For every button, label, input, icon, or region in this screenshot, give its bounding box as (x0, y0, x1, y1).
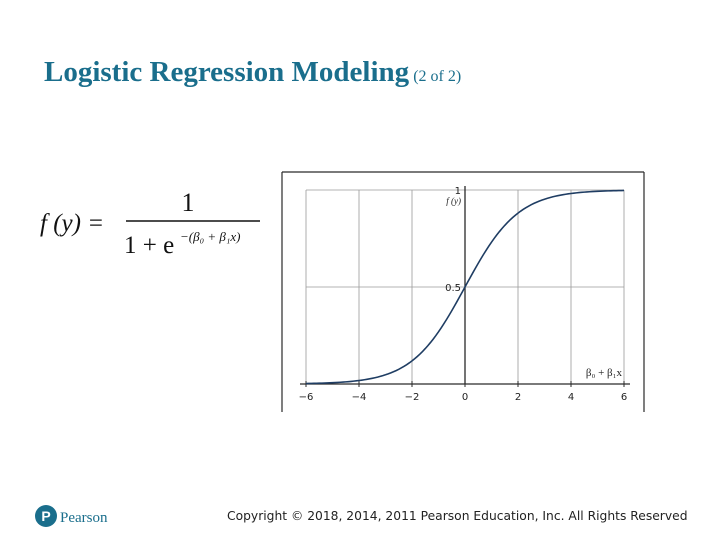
formula-exponent: −(β₀ + β₁x) (180, 229, 240, 244)
chart-x-tick-label: 2 (515, 392, 521, 403)
logistic-chart: −6 −4 −2 0 2 4 6 1 0.5 f (y) β₀ + β₁x (281, 171, 645, 412)
chart-x-tick-label: 4 (568, 392, 574, 403)
formula-numerator: 1 (182, 188, 195, 217)
chart-y-tick-label: 1 (455, 186, 461, 197)
chart-axes (300, 186, 630, 387)
chart-x-tick-label: −2 (405, 392, 420, 403)
chart-x-tick-label: −4 (352, 392, 367, 403)
formula-denominator: 1 + e (124, 232, 174, 259)
pearson-logo-letter: P (41, 508, 50, 524)
slide-title: Logistic Regression Modeling (2 of 2) (44, 56, 461, 89)
chart-series-line (305, 189, 625, 385)
chart-labels: −6 −4 −2 0 2 4 6 1 0.5 f (y) β₀ + β₁x (299, 186, 628, 403)
formula-lhs: f (y) = (40, 210, 104, 237)
chart-y-axis-label: f (y) (446, 196, 461, 206)
pearson-logo-icon (35, 505, 57, 527)
chart-x-tick-label: 0 (462, 392, 468, 403)
copyright-text: Copyright © 2018, 2014, 2011 Pearson Edu… (227, 509, 688, 523)
slide-title-main: Logistic Regression Modeling (44, 56, 410, 88)
pearson-logo-wordmark: Pearson (60, 510, 108, 526)
slide-title-sub: (2 of 2) (413, 68, 462, 85)
logistic-formula: f (y) = 1 1 + e −(β₀ + β₁x) (40, 188, 260, 259)
pearson-logo: P Pearson (35, 505, 108, 527)
chart-y-tick-label: 0.5 (445, 283, 461, 294)
chart-grid (281, 171, 645, 412)
chart-x-tick-label: 6 (621, 392, 627, 403)
chart-x-axis-label: β₀ + β₁x (586, 367, 623, 379)
chart-x-tick-label: −6 (299, 392, 314, 403)
